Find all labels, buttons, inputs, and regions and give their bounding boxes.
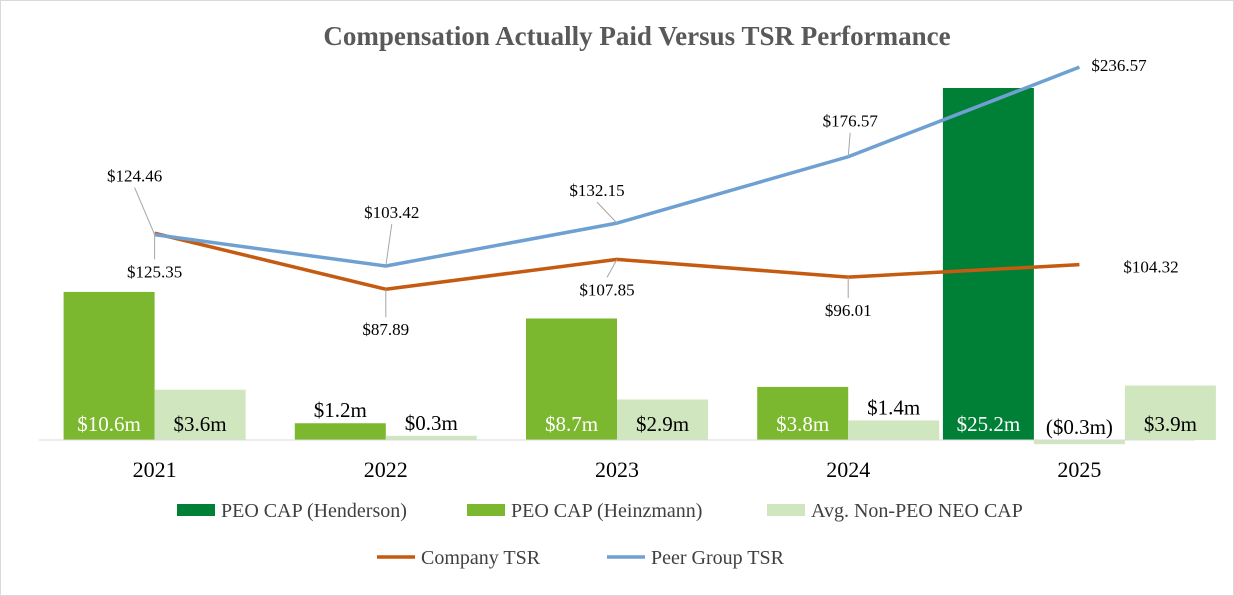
bar-label-avg-non-peo-neo-cap-2021: $3.6m — [174, 412, 227, 436]
bar-peo-cap-henderson-2025 — [942, 88, 1034, 440]
bar-label-avg-non-peo-neo-cap-2024: $1.4m — [867, 395, 920, 419]
bar-avg-non-peo-neo-cap-2022 — [385, 435, 477, 440]
x-tick-2023: 2023 — [595, 457, 639, 482]
legend-label-avg-non-peo-neo-cap: Avg. Non-PEO NEO CAP — [811, 500, 1023, 522]
leader-peer-group-tsr-2021 — [134, 187, 156, 235]
bar-peo-cap-heinzmann-2024 — [757, 386, 849, 440]
legend-label-peer-group-tsr: Peer Group TSR — [651, 547, 785, 569]
bar-peo-cap-heinzmann-2022 — [294, 423, 386, 440]
x-tick-2025: 2025 — [1057, 457, 1101, 482]
legend-label-company-tsr: Company TSR — [421, 547, 541, 569]
leader-company-tsr-2023 — [606, 259, 618, 278]
point-label-peer-group-tsr-2023: $132.15 — [569, 181, 624, 200]
leader-peer-group-tsr-2023 — [596, 201, 618, 224]
bar-label-peo-cap-heinzmann-2023: $8.7m — [545, 412, 598, 436]
x-tick-2021: 2021 — [133, 457, 177, 482]
x-tick-2024: 2024 — [826, 457, 870, 482]
bar-avg-non-peo-neo-cap-2025 — [1124, 385, 1216, 440]
legend-swatch-peo-cap-henderson — [177, 504, 215, 516]
x-tick-2022: 2022 — [364, 457, 408, 482]
series-line-peer-group-tsr — [154, 65, 1081, 268]
bar-avg-non-peo-neo-cap-2021 — [154, 389, 246, 440]
legend-label-peo-cap-heinzmann: PEO CAP (Heinzmann) — [511, 500, 702, 522]
chart-title: Compensation Actually Paid Versus TSR Pe… — [323, 21, 950, 51]
bar-label-peo-cap-henderson-2025: $25.2m — [957, 412, 1021, 436]
point-label-company-tsr-2025: $104.32 — [1123, 258, 1178, 277]
bar-peo-cap-heinzmann-2023 — [526, 318, 617, 440]
point-label-company-tsr-2021: $125.35 — [127, 262, 182, 281]
bar-label-peo-cap-heinzmann-2024: $3.8m — [776, 412, 829, 436]
point-label-peer-group-tsr-2021: $124.46 — [107, 167, 162, 186]
point-label-company-tsr-2023: $107.85 — [579, 280, 634, 299]
point-label-company-tsr-2024: $96.01 — [825, 301, 872, 320]
bar-label-avg-non-peo-neo-cap-2025: ($0.3m) — [1046, 415, 1113, 439]
legend-swatch-avg-non-peo-neo-cap — [767, 504, 805, 516]
point-label-peer-group-tsr-2022: $103.42 — [364, 203, 419, 222]
point-label-peer-group-tsr-2024: $176.57 — [823, 112, 879, 131]
leader-peer-group-tsr-2024 — [847, 132, 851, 157]
bar-label-avg-non-peo-neo-cap-2025: $3.9m — [1144, 412, 1197, 436]
bar-avg-non-peo-neo-cap-2025 — [1033, 440, 1125, 445]
legend-label-peo-cap-henderson: PEO CAP (Henderson) — [221, 500, 407, 522]
bar-peo-cap-heinzmann-2021 — [63, 291, 155, 440]
point-label-company-tsr-2022: $87.89 — [362, 320, 409, 339]
bar-label-peo-cap-heinzmann-2022: $1.2m — [314, 398, 367, 422]
point-label-peer-group-tsr-2025: $236.57 — [1091, 56, 1147, 75]
bar-label-peo-cap-heinzmann-2021: $10.6m — [77, 412, 141, 436]
bar-label-avg-non-peo-neo-cap-2022: $0.3m — [405, 411, 458, 435]
bar-avg-non-peo-neo-cap-2023 — [617, 399, 708, 440]
leader-peer-group-tsr-2022 — [385, 223, 393, 267]
bar-avg-non-peo-neo-cap-2024 — [848, 420, 940, 440]
legend-swatch-peo-cap-heinzmann — [467, 504, 505, 516]
bar-label-avg-non-peo-neo-cap-2023: $2.9m — [636, 412, 689, 436]
